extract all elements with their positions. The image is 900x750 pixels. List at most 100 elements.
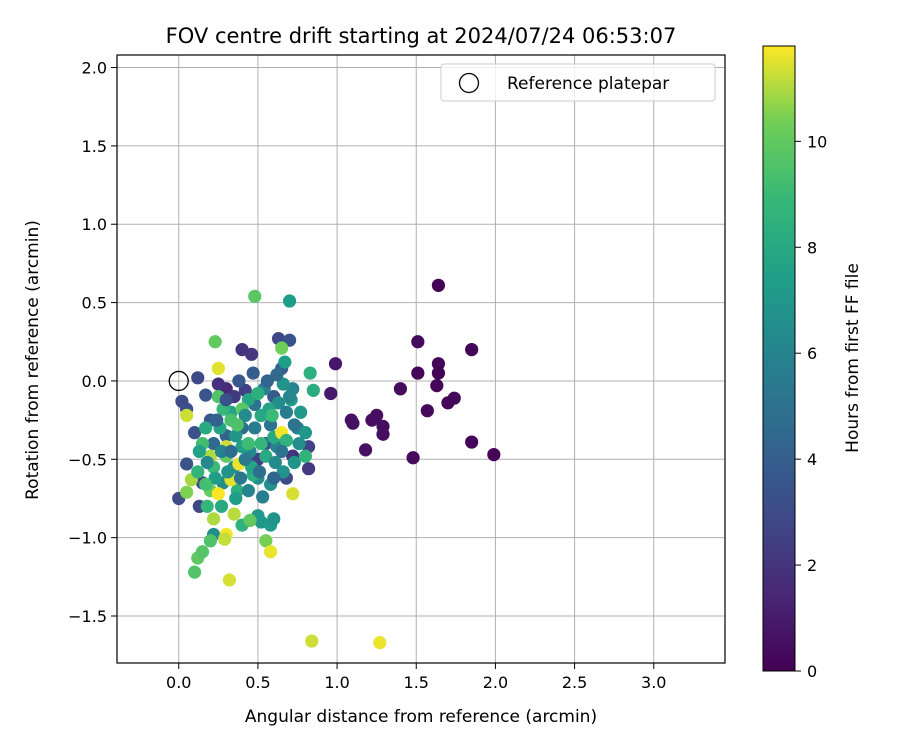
data-point bbox=[238, 408, 252, 423]
data-point bbox=[238, 452, 252, 466]
data-point bbox=[301, 462, 316, 476]
y-tick-label: 2.0 bbox=[82, 59, 107, 78]
data-point bbox=[227, 507, 241, 521]
data-point bbox=[275, 341, 289, 355]
data-point bbox=[214, 499, 229, 513]
data-point bbox=[267, 471, 281, 485]
data-point bbox=[259, 534, 273, 548]
data-point bbox=[244, 347, 259, 361]
data-point bbox=[246, 366, 260, 380]
colorbar-label: Hours from first FF file bbox=[843, 263, 863, 453]
data-point bbox=[206, 512, 221, 526]
colorbar-tick-label: 4 bbox=[807, 450, 817, 469]
data-point bbox=[279, 433, 294, 448]
y-axis-ticks: −1.5 −1.0 −0.5 0.0 0.5 1.0 1.5 2.0 bbox=[68, 59, 117, 626]
x-tick-label: 1.0 bbox=[324, 673, 349, 692]
data-point bbox=[303, 366, 317, 380]
data-point bbox=[191, 371, 205, 385]
colorbar-ticks: 0 2 4 6 8 10 bbox=[795, 132, 827, 681]
data-point bbox=[411, 366, 425, 380]
data-point bbox=[199, 477, 213, 491]
data-point bbox=[282, 390, 297, 404]
colorbar-tick-label: 8 bbox=[807, 238, 817, 257]
data-point bbox=[232, 374, 246, 388]
data-point bbox=[241, 437, 256, 451]
data-point bbox=[233, 471, 248, 485]
legend-label-reference: Reference platepar bbox=[507, 74, 669, 94]
colorbar-tick-label: 2 bbox=[807, 556, 817, 575]
data-point bbox=[200, 499, 214, 513]
grid-lines bbox=[117, 55, 725, 663]
data-point bbox=[441, 396, 455, 410]
data-point bbox=[222, 573, 237, 587]
x-axis-label: Angular distance from reference (arcmin) bbox=[245, 707, 597, 727]
data-point bbox=[208, 471, 222, 485]
data-point bbox=[431, 278, 446, 292]
data-point bbox=[328, 357, 343, 371]
data-point bbox=[180, 485, 194, 499]
legend-marker-reference bbox=[458, 72, 480, 94]
x-tick-label: 2.0 bbox=[483, 673, 508, 692]
y-tick-label: 0.0 bbox=[82, 372, 107, 391]
data-point bbox=[251, 386, 265, 401]
data-point bbox=[265, 408, 279, 423]
y-tick-label: −1.0 bbox=[68, 529, 107, 548]
data-point bbox=[195, 545, 210, 559]
data-point bbox=[324, 386, 338, 401]
data-point bbox=[270, 368, 284, 382]
plot-frame bbox=[116, 54, 726, 664]
data-point bbox=[218, 532, 232, 546]
data-point bbox=[465, 435, 479, 449]
data-point bbox=[411, 335, 425, 349]
data-point bbox=[248, 289, 262, 303]
data-point bbox=[256, 490, 270, 504]
colorbar-tick-label: 6 bbox=[807, 344, 817, 363]
data-point bbox=[298, 426, 313, 440]
data-point bbox=[191, 465, 205, 479]
reference-platepar-marker bbox=[168, 370, 189, 392]
data-point bbox=[241, 484, 256, 498]
data-point bbox=[278, 355, 292, 369]
data-point bbox=[487, 447, 501, 462]
data-point bbox=[210, 413, 224, 427]
data-point bbox=[373, 636, 387, 650]
data-point bbox=[263, 545, 278, 559]
data-point bbox=[267, 512, 281, 526]
data-point bbox=[219, 393, 233, 407]
data-point bbox=[224, 444, 238, 459]
data-point bbox=[200, 455, 214, 470]
data-point bbox=[187, 426, 202, 440]
data-point bbox=[276, 377, 290, 391]
y-tick-label: −1.5 bbox=[68, 607, 107, 626]
data-point bbox=[260, 374, 275, 388]
data-point bbox=[294, 405, 308, 419]
x-tick-label: 3.0 bbox=[641, 673, 666, 692]
data-point bbox=[279, 405, 294, 419]
y-tick-label: −0.5 bbox=[68, 450, 107, 469]
data-point bbox=[344, 413, 358, 427]
data-points bbox=[168, 278, 501, 650]
x-tick-label: 1.5 bbox=[404, 673, 429, 692]
data-point bbox=[268, 455, 282, 470]
y-tick-label: 1.5 bbox=[82, 137, 107, 156]
legend: Reference platepar bbox=[440, 63, 716, 102]
data-point bbox=[365, 413, 379, 427]
colorbar-tick-label: 0 bbox=[807, 662, 817, 681]
colorbar bbox=[762, 45, 796, 672]
data-point bbox=[199, 388, 213, 402]
data-point bbox=[259, 449, 273, 463]
data-point bbox=[286, 487, 300, 501]
data-point bbox=[254, 437, 268, 451]
data-point bbox=[465, 342, 479, 357]
y-tick-label: 0.5 bbox=[82, 294, 107, 313]
x-tick-label: 2.5 bbox=[562, 673, 587, 692]
data-point bbox=[243, 513, 257, 528]
data-point bbox=[292, 437, 306, 451]
data-point bbox=[276, 465, 290, 479]
data-point bbox=[376, 427, 390, 441]
data-point bbox=[275, 444, 289, 459]
data-point bbox=[241, 393, 256, 407]
y-tick-label: 1.0 bbox=[82, 215, 107, 234]
data-point bbox=[211, 361, 225, 376]
